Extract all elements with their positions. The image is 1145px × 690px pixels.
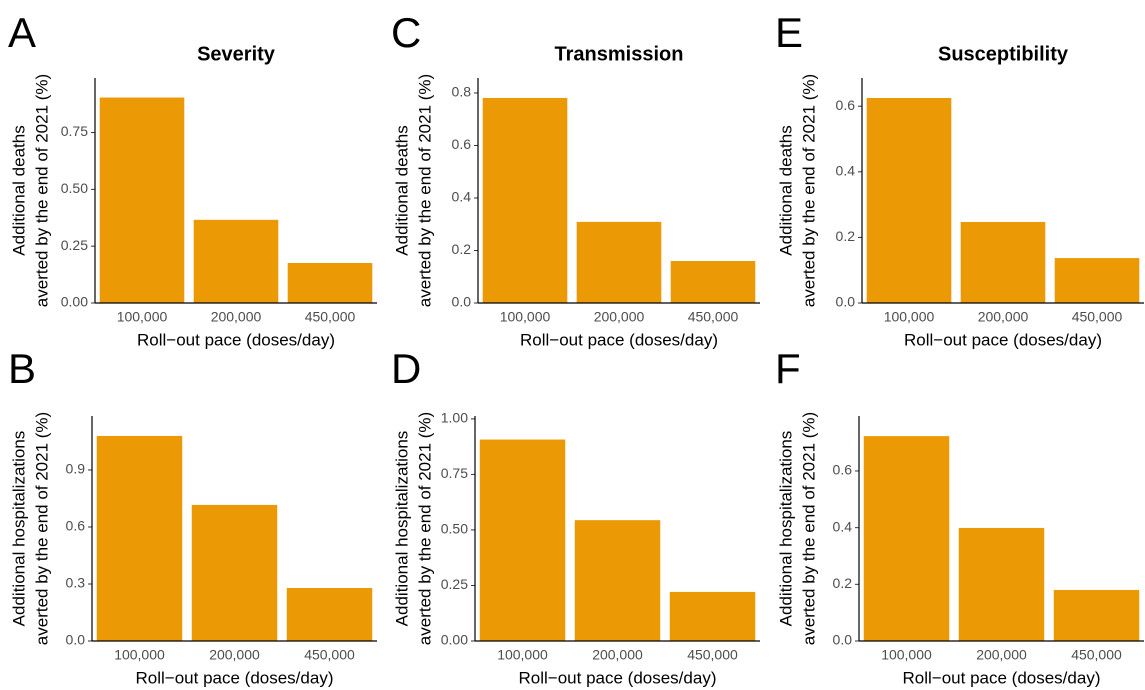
bar [1054, 258, 1140, 303]
bar [863, 436, 950, 641]
y-tick-label: 0.2 [836, 228, 856, 244]
y-axis-label: averted by the end of 2021 (%) [799, 412, 818, 645]
panel-label: F [775, 345, 801, 392]
y-tick-label: 0.4 [452, 189, 472, 205]
x-tick-label: 200,000 [594, 309, 645, 325]
y-axis-label: Additional hospitalizations [392, 431, 411, 627]
y-tick-label: 0.4 [836, 163, 856, 179]
y-axis-label: Additional hospitalizations [9, 431, 28, 627]
bar [96, 435, 183, 641]
x-tick-label: 100,000 [884, 309, 935, 325]
y-axis-label: Additional deaths [9, 125, 28, 255]
y-tick-label: 0.6 [836, 97, 856, 113]
bar [1053, 589, 1140, 641]
x-axis-label: Roll−out pace (doses/day) [903, 668, 1101, 687]
bar [670, 260, 756, 303]
x-tick-label: 200,000 [978, 309, 1029, 325]
y-axis-label: averted by the end of 2021 (%) [415, 74, 434, 307]
y-tick-label: 0.3 [66, 575, 86, 591]
y-tick-label: 0.00 [441, 632, 468, 648]
x-axis-label: Roll−out pace (doses/day) [519, 668, 717, 687]
y-axis-label: Additional deaths [776, 125, 795, 255]
panel-title: Severity [197, 43, 276, 65]
x-axis-label: Roll−out pace (doses/day) [520, 330, 718, 349]
y-tick-label: 0.9 [66, 461, 86, 477]
x-tick-label: 450,000 [687, 647, 738, 663]
y-tick-label: 0.25 [61, 237, 88, 253]
x-tick-label: 450,000 [688, 309, 739, 325]
bar [191, 504, 278, 641]
x-tick-label: 450,000 [304, 647, 355, 663]
y-axis-label: averted by the end of 2021 (%) [32, 74, 51, 307]
bar [960, 221, 1046, 303]
bar [482, 97, 568, 303]
panel-label: B [8, 345, 36, 392]
x-tick-label: 200,000 [976, 647, 1027, 663]
bar [287, 263, 373, 303]
x-tick-label: 200,000 [592, 647, 643, 663]
panel-title: Susceptibility [938, 43, 1069, 65]
y-tick-label: 0.50 [441, 521, 468, 537]
y-axis-label: averted by the end of 2021 (%) [415, 412, 434, 645]
x-tick-label: 450,000 [305, 309, 356, 325]
bar [286, 587, 373, 641]
y-axis-label: averted by the end of 2021 (%) [32, 412, 51, 645]
y-tick-label: 0.6 [66, 518, 86, 534]
x-tick-label: 200,000 [209, 647, 260, 663]
y-tick-label: 0.6 [833, 462, 853, 478]
y-axis-label: Additional deaths [392, 125, 411, 255]
x-tick-label: 100,000 [114, 647, 165, 663]
y-tick-label: 0.75 [441, 465, 468, 481]
y-tick-label: 0.0 [836, 294, 856, 310]
y-tick-label: 0.2 [452, 241, 472, 257]
x-tick-label: 450,000 [1071, 647, 1122, 663]
bar [669, 591, 756, 641]
y-tick-label: 0.4 [833, 518, 853, 534]
x-axis-label: Roll−out pace (doses/day) [904, 330, 1102, 349]
y-tick-label: 0.8 [452, 84, 472, 100]
y-tick-label: 0.75 [61, 123, 88, 139]
y-tick-label: 0.0 [66, 632, 86, 648]
panel-label: C [391, 9, 421, 56]
y-axis-label: Additional hospitalizations [776, 431, 795, 627]
bar [574, 520, 661, 641]
x-tick-label: 100,000 [500, 309, 551, 325]
y-tick-label: 0.25 [441, 576, 468, 592]
panel-label: E [775, 9, 803, 56]
y-tick-label: 0.50 [61, 180, 88, 196]
panel-label: D [391, 345, 421, 392]
x-tick-label: 200,000 [211, 309, 262, 325]
y-axis-label: averted by the end of 2021 (%) [799, 74, 818, 307]
bar [193, 219, 279, 303]
x-axis-label: Roll−out pace (doses/day) [136, 668, 334, 687]
bar [479, 439, 566, 641]
y-tick-label: 0.0 [452, 294, 472, 310]
x-tick-label: 450,000 [1072, 309, 1123, 325]
y-tick-label: 0.2 [833, 575, 853, 591]
y-tick-label: 0.6 [452, 136, 472, 152]
x-tick-label: 100,000 [497, 647, 548, 663]
bar [99, 97, 185, 303]
panel-label: A [8, 9, 36, 56]
y-tick-label: 1.00 [441, 410, 468, 426]
panel-title: Transmission [555, 43, 684, 65]
x-tick-label: 100,000 [117, 309, 168, 325]
bar [576, 221, 662, 303]
x-tick-label: 100,000 [881, 647, 932, 663]
y-tick-label: 0.00 [61, 294, 88, 310]
y-tick-label: 0.0 [833, 632, 853, 648]
x-axis-label: Roll−out pace (doses/day) [137, 330, 335, 349]
bar [866, 98, 952, 303]
bar [958, 527, 1045, 641]
